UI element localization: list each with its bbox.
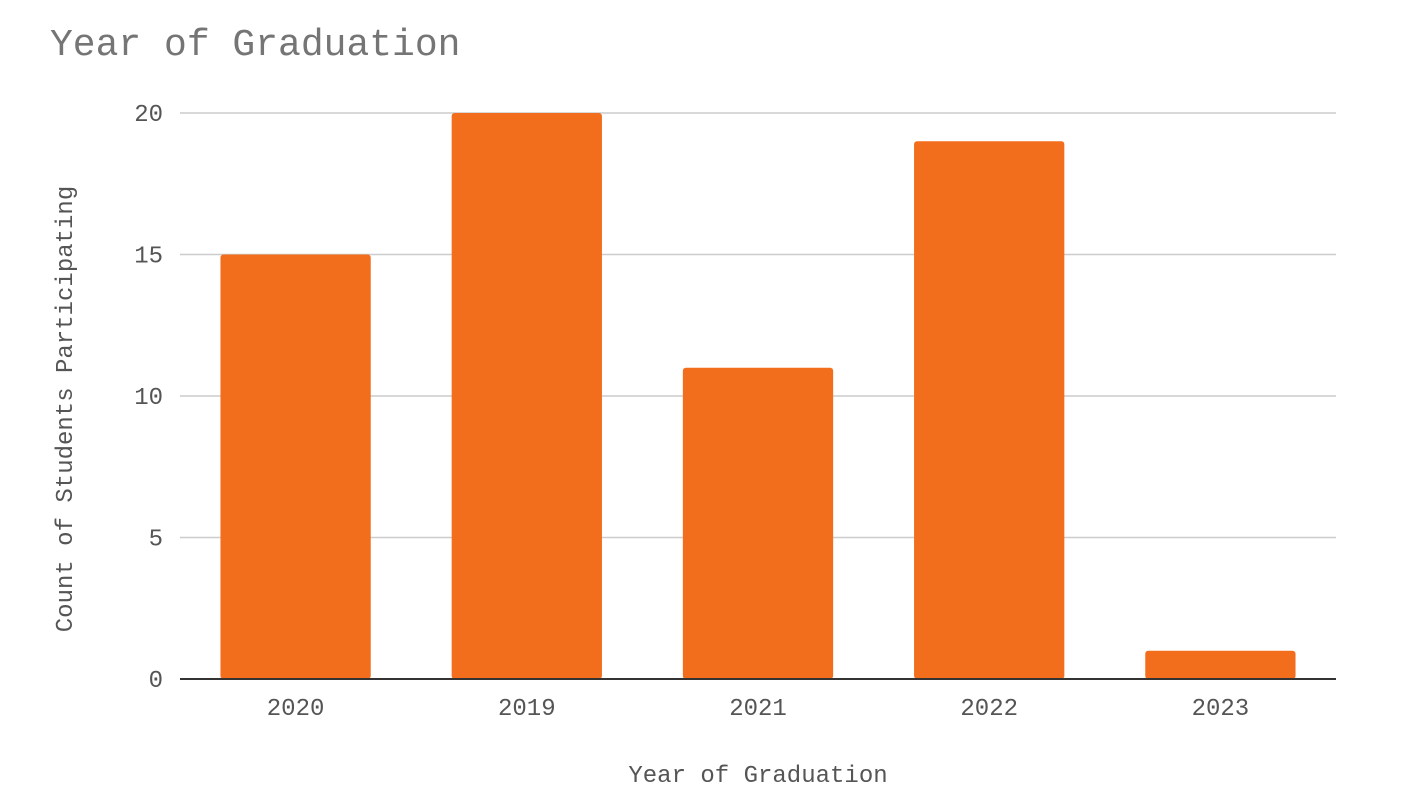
- y-tick-label: 10: [134, 385, 163, 412]
- y-tick-label: 20: [134, 102, 163, 129]
- x-tick-label: 2022: [960, 696, 1018, 723]
- x-tick-label: 2019: [498, 696, 556, 723]
- bar: [682, 367, 834, 679]
- bars: [220, 113, 1296, 680]
- y-tick-labels: 0 5 10 15 20: [134, 102, 163, 695]
- y-axis-label: Count of Students Participating: [53, 186, 80, 632]
- bar: [220, 254, 371, 679]
- x-axis-label: Year of Graduation: [628, 763, 887, 790]
- x-tick-label: 2020: [267, 696, 325, 723]
- x-tick-labels: 2020 2019 2021 2022 2023: [267, 696, 1249, 723]
- y-tick-label: 15: [134, 244, 163, 271]
- chart-title: Year of Graduation: [50, 24, 461, 67]
- y-tick-label: 5: [149, 527, 163, 554]
- x-tick-label: 2021: [729, 696, 787, 723]
- bar: [451, 113, 602, 679]
- bar: [914, 141, 1065, 680]
- y-tick-label: 0: [149, 668, 163, 695]
- bar: [1145, 650, 1296, 679]
- x-tick-label: 2023: [1192, 696, 1250, 723]
